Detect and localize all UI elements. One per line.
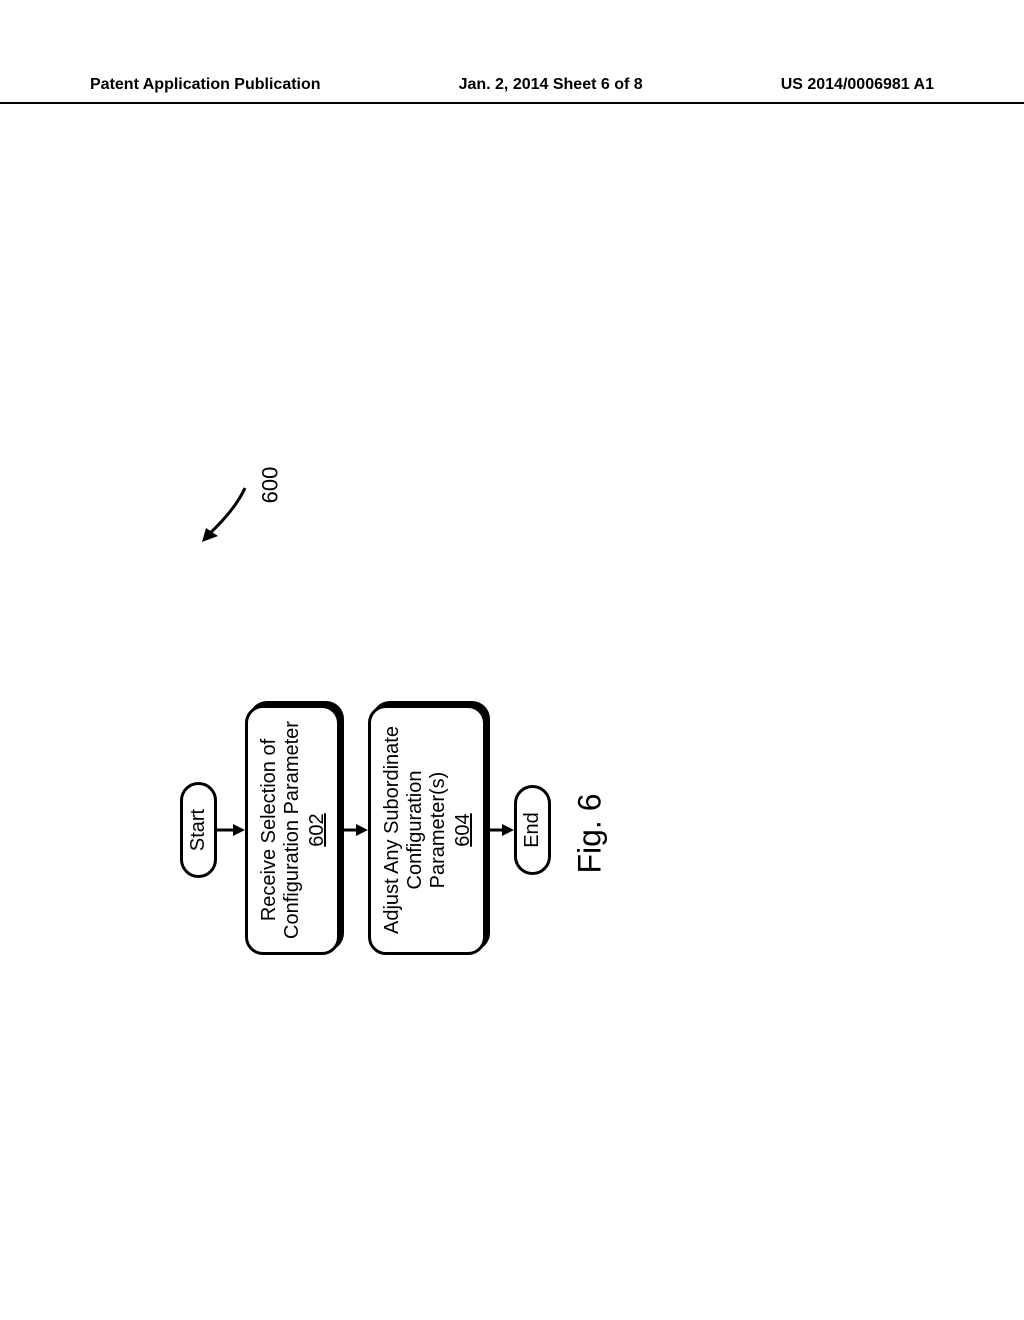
arrow-602-604 [340, 700, 368, 960]
process-602-line1: Receive Selection of [258, 739, 280, 921]
header-right: US 2014/0006981 A1 [781, 76, 934, 94]
figure-ref-text: 600 [257, 467, 282, 504]
process-604-ref: 604 [452, 813, 475, 846]
process-604-line2: Configuration [404, 771, 426, 890]
flowchart: Start Receive Selection of Configuration… [180, 700, 600, 960]
figure-caption-text: Fig. 6 [572, 793, 608, 873]
process-604-line1: Adjust Any Subordinate [381, 726, 403, 934]
header-center: Jan. 2, 2014 Sheet 6 of 8 [459, 76, 643, 94]
arrow-start-602 [217, 700, 245, 960]
arrow-604-end [486, 700, 514, 960]
process-602: Receive Selection of Configuration Param… [245, 705, 340, 955]
end-label: End [521, 812, 543, 848]
start-node: Start [180, 782, 217, 878]
ref-leader-arrow [190, 480, 260, 550]
process-602-line2: Configuration Parameter [281, 721, 303, 939]
process-602-ref: 602 [306, 813, 329, 846]
figure-ref-number: 600 [257, 467, 283, 504]
header-left: Patent Application Publication [90, 76, 321, 94]
start-label: Start [187, 809, 209, 851]
process-604-line3: Parameter(s) [427, 772, 449, 889]
process-604: Adjust Any Subordinate Configuration Par… [368, 705, 486, 955]
figure-caption: Fig. 6 [572, 793, 609, 873]
end-node: End [514, 785, 551, 875]
page-header: Patent Application Publication Jan. 2, 2… [0, 76, 1024, 104]
